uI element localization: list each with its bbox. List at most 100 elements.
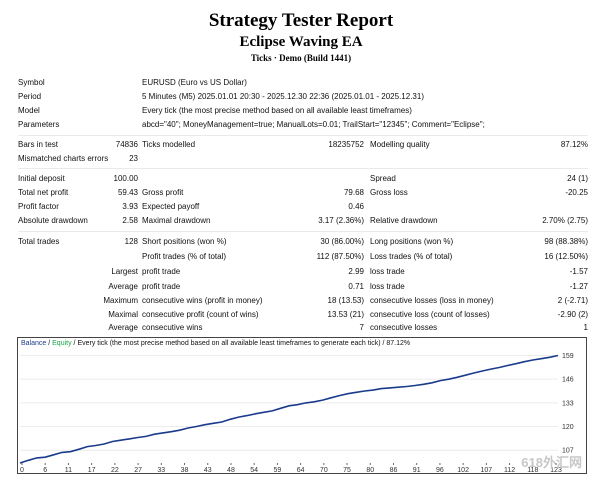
balance-line: [19, 354, 559, 464]
pt-label: Profit trades (% of total): [142, 252, 227, 261]
x-tick-label: 6: [43, 467, 47, 473]
x-tick-label: 0: [20, 467, 24, 473]
maximal-label: Maximal: [108, 310, 138, 319]
x-tick-label: 123: [550, 467, 562, 473]
x-tick-label: 70: [320, 467, 328, 473]
x-tick-label: 27: [134, 467, 142, 473]
lt-value: 16 (12.50%): [544, 252, 588, 261]
chart-plot: 159 146 133 120 107 0 6 11 17 22 27 33 38 43 48 54 59 64 7…: [19, 353, 574, 473]
info-label: Symbol: [18, 78, 45, 87]
maxdd-label: Maximal drawdown: [142, 216, 211, 225]
y-tick-label: 159: [562, 353, 574, 360]
divider: [18, 231, 588, 232]
y-tick-label: 107: [562, 448, 574, 455]
x-tick-label: 43: [204, 467, 212, 473]
x-tick-label: 64: [297, 467, 305, 473]
llt-label: loss trade: [370, 267, 405, 276]
deposit-label: Initial deposit: [18, 174, 65, 183]
balance-chart: Balance / Equity / Every tick (the most …: [17, 337, 587, 474]
average2-label: Average: [108, 323, 138, 332]
apt-value: 0.71: [348, 282, 364, 291]
absdd-value: 2.58: [122, 216, 138, 225]
acw-label: consecutive wins: [142, 323, 203, 332]
legend-separator: /: [46, 340, 53, 347]
alt-label: loss trade: [370, 282, 405, 291]
netprofit-label: Total net profit: [18, 188, 69, 197]
info-label: Parameters: [18, 120, 60, 129]
short-value: 30 (86.00%): [320, 237, 364, 246]
x-tick-label: 86: [390, 467, 398, 473]
bars-value: 74836: [115, 140, 138, 149]
info-value: abcd="40"; MoneyManagement=true; ManualL…: [142, 120, 485, 129]
reldd-value: 2.70% (2.75): [542, 216, 588, 225]
lpt-label: profit trade: [142, 267, 181, 276]
mcw-value: 18 (13.53): [327, 296, 364, 305]
spread-label: Spread: [370, 174, 396, 183]
trades-value: 128: [124, 237, 138, 246]
legend-description: / Every tick (the most precise method ba…: [71, 340, 411, 347]
pt-value: 112 (87.50%): [316, 252, 364, 261]
alt-value: -1.27: [569, 282, 588, 291]
info-label: Period: [18, 92, 42, 101]
grossloss-label: Gross loss: [370, 188, 408, 197]
divider: [18, 135, 588, 136]
grossloss-value: -20.25: [565, 188, 588, 197]
long-value: 98 (88.38%): [544, 237, 588, 246]
pf-value: 3.93: [122, 202, 138, 211]
legend-equity: Equity: [52, 340, 72, 347]
chart-legend: Balance / Equity / Every tick (the most …: [21, 340, 410, 347]
mcl-value: 2 (-2.71): [557, 296, 588, 305]
mcloss-value: -2.90 (2): [557, 310, 588, 319]
build-info: Ticks · Demo (Build 1441): [250, 53, 352, 63]
x-tick-label: 59: [273, 467, 281, 473]
spread-value: 24 (1): [567, 174, 588, 183]
grossprofit-value: 79.68: [343, 188, 364, 197]
x-tick-label: 48: [227, 467, 235, 473]
legend-balance: Balance: [21, 340, 47, 347]
maxdd-value: 3.17 (2.36%): [318, 216, 364, 225]
x-tick-label: 96: [436, 467, 444, 473]
payoff-value: 0.46: [348, 202, 364, 211]
largest-label: Largest: [111, 267, 138, 276]
quality-value: 87.12%: [560, 140, 588, 149]
lpt-value: 2.99: [348, 267, 364, 276]
absdd-label: Absolute drawdown: [18, 216, 88, 225]
bars-label: Bars in test: [18, 140, 59, 149]
acw-value: 7: [359, 323, 364, 332]
llt-value: -1.57: [569, 267, 588, 276]
x-tick-label: 54: [250, 467, 258, 473]
pf-label: Profit factor: [18, 202, 59, 211]
mcp-label: consecutive profit (count of wins): [142, 310, 259, 319]
short-label: Short positions (won %): [142, 237, 227, 246]
x-tick-label: 118: [527, 467, 538, 473]
x-tick-label: 91: [413, 467, 421, 473]
y-tick-label: 133: [562, 400, 574, 407]
info-value: 5 Minutes (M5) 2025.01.01 20:30 - 2025.1…: [142, 92, 424, 101]
ea-name: Eclipse Waving EA: [239, 34, 363, 50]
trades-label: Total trades: [18, 237, 60, 246]
y-tick-label: 146: [562, 377, 574, 384]
watermark: 618外汇网: [521, 455, 582, 470]
grossprofit-label: Gross profit: [142, 188, 184, 197]
maximum-label: Maximum: [103, 296, 138, 305]
info-label: Model: [18, 106, 40, 115]
x-tick-label: 112: [504, 467, 515, 473]
x-tick-label: 22: [111, 467, 119, 473]
acl-label: consecutive losses: [370, 323, 438, 332]
apt-label: profit trade: [142, 282, 181, 291]
info-value: Every tick (the most precise method base…: [142, 106, 412, 115]
y-tick-label: 120: [562, 424, 574, 431]
mcw-label: consecutive wins (profit in money): [142, 296, 263, 305]
x-tick-label: 102: [457, 467, 469, 473]
mismatch-label: Mismatched charts errors: [18, 154, 109, 163]
x-tick-label: 75: [343, 467, 351, 473]
netprofit-value: 59.43: [117, 188, 138, 197]
mcp-value: 13.53 (21): [327, 310, 364, 319]
long-label: Long positions (won %): [370, 237, 454, 246]
reldd-label: Relative drawdown: [370, 216, 438, 225]
divider: [18, 168, 588, 169]
payoff-label: Expected payoff: [142, 202, 200, 211]
ticks-value: 18235752: [328, 140, 364, 149]
x-tick-label: 33: [157, 467, 165, 473]
